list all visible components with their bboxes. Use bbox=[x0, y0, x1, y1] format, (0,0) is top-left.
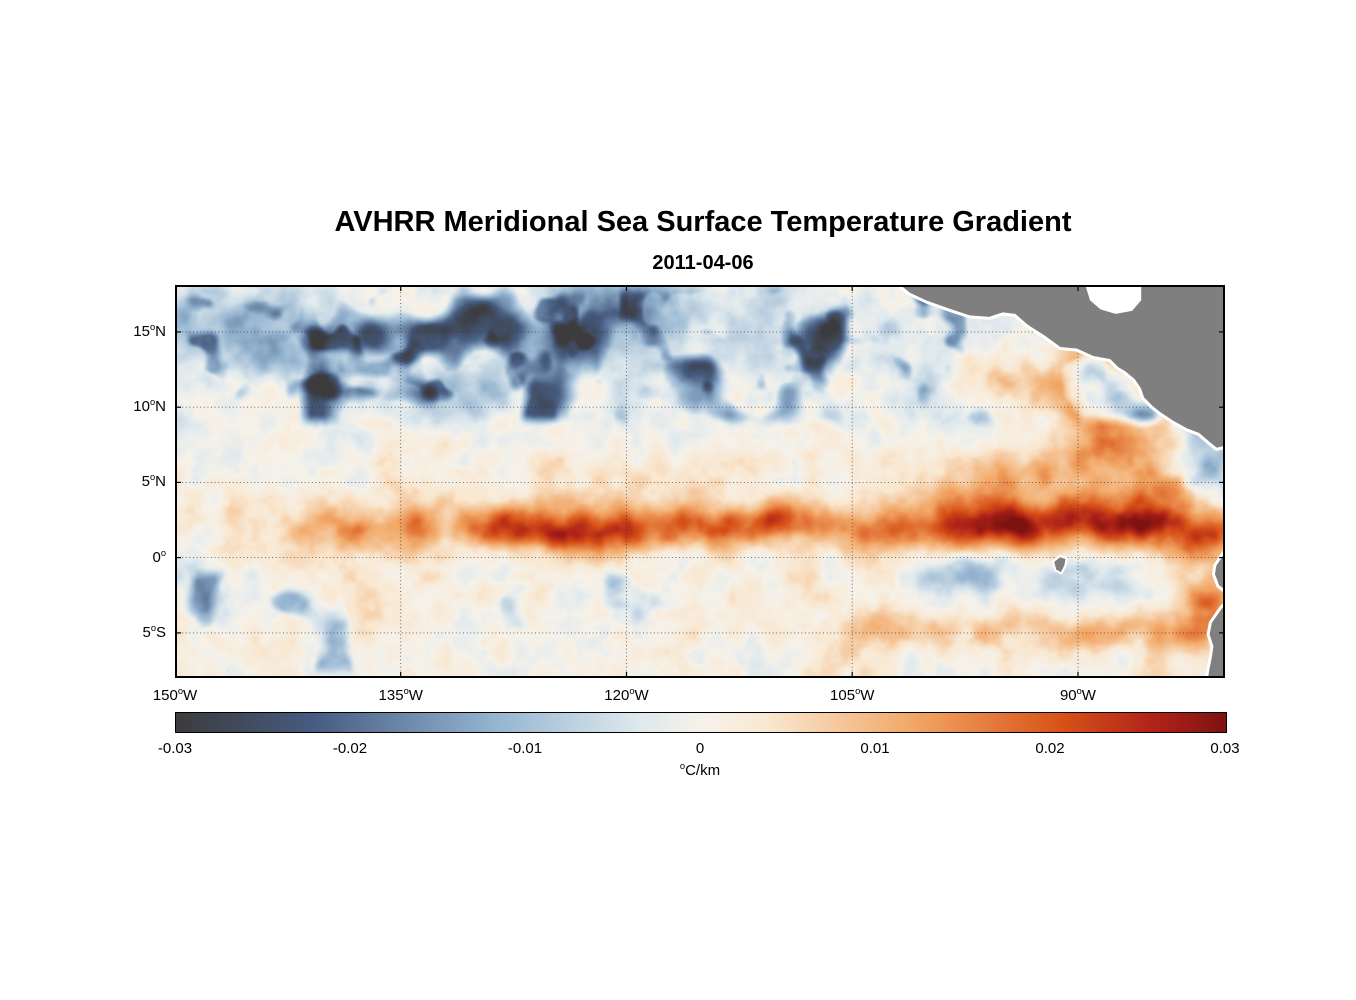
x-axis-tick-label: 105oW bbox=[830, 686, 875, 704]
map-plot bbox=[175, 285, 1225, 678]
x-axis-tick-label: 90oW bbox=[1059, 686, 1096, 704]
y-axis-tick-label: 15oN bbox=[133, 321, 166, 340]
y-axis-tick-label: 10oN bbox=[133, 397, 166, 416]
colorbar-canvas bbox=[175, 712, 1227, 733]
colorbar-tick-label: -0.03 bbox=[157, 740, 193, 757]
map-overlay-svg bbox=[175, 285, 1225, 678]
colorbar-tick-label: -0.01 bbox=[507, 740, 543, 757]
colorbar-tick-label: 0.03 bbox=[1210, 740, 1240, 757]
chart-subtitle: 2011-04-06 bbox=[652, 252, 754, 274]
land-central-america bbox=[895, 285, 1225, 451]
land-south-america bbox=[1205, 547, 1225, 678]
colorbar-unit-label: oC/km bbox=[679, 761, 721, 779]
colorbar-tick-label: 0.02 bbox=[1035, 740, 1065, 757]
colorbar-tick-label: -0.02 bbox=[332, 740, 368, 757]
y-axis-tick-label: 5oS bbox=[142, 622, 166, 641]
y-axis-tick-label: 0o bbox=[152, 547, 166, 566]
chart-title: AVHRR Meridional Sea Surface Temperature… bbox=[334, 206, 1072, 238]
y-axis-tick-label: 5oN bbox=[141, 472, 166, 491]
plot-frame bbox=[175, 285, 1225, 678]
colorbar-tick-label: 0 bbox=[695, 740, 705, 757]
x-axis-tick-label: 150oW bbox=[152, 686, 198, 704]
gulf-of-honduras-gap bbox=[1085, 285, 1142, 314]
sst-gradient-field-canvas bbox=[175, 285, 1225, 678]
x-axis-tick-label: 120oW bbox=[604, 686, 649, 704]
colorbar-tick-label: 0.01 bbox=[860, 740, 890, 757]
land-galapagos bbox=[1052, 555, 1068, 575]
x-axis-tick-label: 135oW bbox=[378, 686, 423, 704]
